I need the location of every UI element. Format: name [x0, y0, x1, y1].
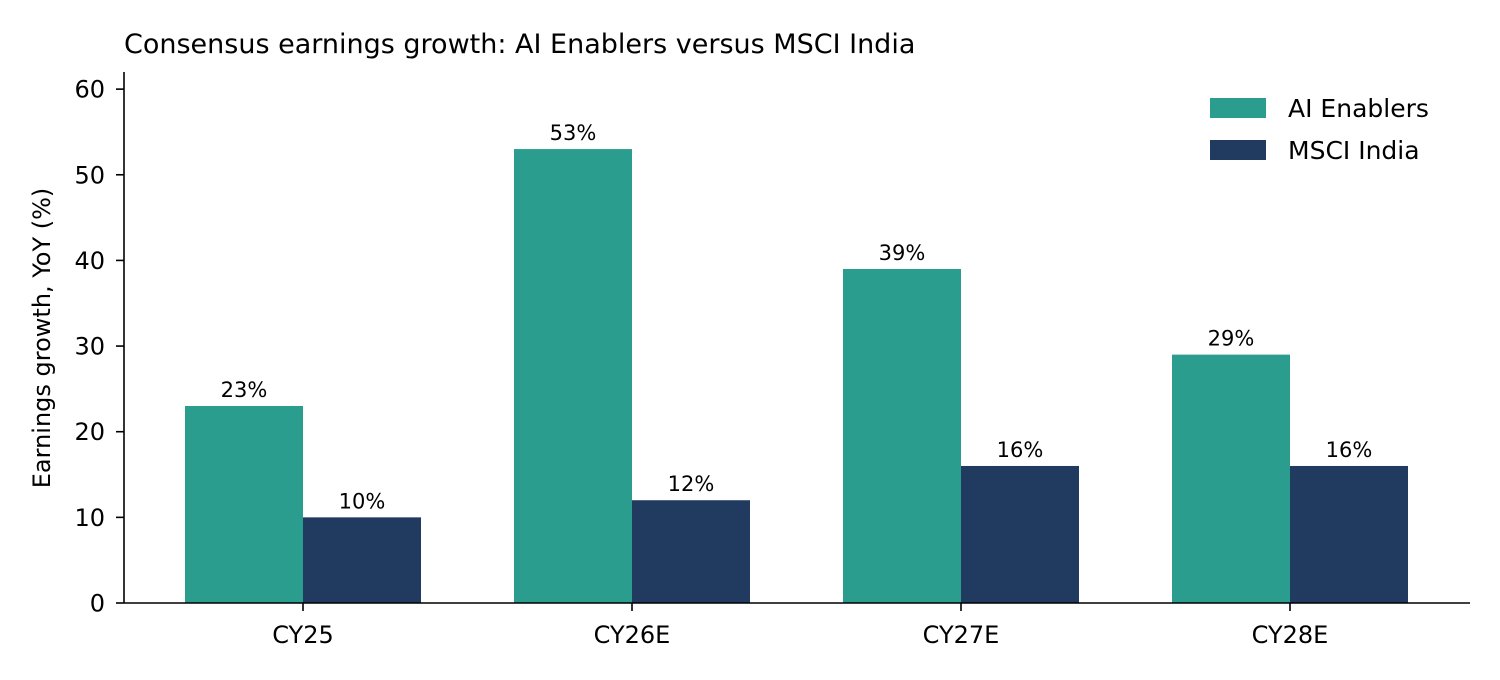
data-label: 12% — [668, 472, 715, 496]
bar-msci-india-cy27e — [961, 465, 1079, 603]
bar-ai-enablers-cy25 — [185, 406, 303, 603]
bar-msci-india-cy28e — [1290, 465, 1408, 603]
data-label: 39% — [879, 241, 926, 265]
data-label: 23% — [221, 378, 268, 402]
y-tick-label: 0 — [90, 590, 105, 618]
x-tick-label: CY26E — [594, 621, 671, 649]
y-tick-label: 30 — [74, 333, 105, 361]
legend-label: AI Enablers — [1288, 94, 1429, 123]
data-label: 53% — [550, 121, 597, 145]
data-label: 10% — [339, 489, 386, 513]
bars-layer — [185, 149, 1408, 604]
legend: AI Enablers MSCI India — [1210, 94, 1429, 165]
legend-swatch-ai-enablers — [1210, 98, 1266, 118]
bar-msci-india-cy26e — [632, 500, 750, 603]
x-tick-label: CY27E — [923, 621, 1000, 649]
legend-swatch-msci-india — [1210, 140, 1266, 160]
bar-ai-enablers-cy28e — [1172, 354, 1290, 603]
data-label: 16% — [1326, 438, 1373, 462]
y-tick-label: 10 — [74, 504, 105, 532]
y-tick-label: 20 — [74, 418, 105, 446]
y-axis-label: Earnings growth, YoY (%) — [28, 188, 56, 489]
legend-label: MSCI India — [1288, 136, 1420, 165]
data-label: 16% — [997, 438, 1044, 462]
data-label: 29% — [1208, 327, 1255, 351]
x-tick-label: CY28E — [1252, 621, 1329, 649]
data-labels-layer: 23% 53% 39% 29% 10% 12% 16% 16% — [221, 121, 1373, 513]
y-tick-label: 40 — [74, 247, 105, 275]
x-tick-label: CY25 — [272, 621, 334, 649]
bar-ai-enablers-cy27e — [843, 268, 961, 603]
y-tick-label: 50 — [74, 161, 105, 189]
axes-layer: 0 10 20 30 40 50 60 CY25 CY26E CY27E CY28E — [74, 72, 1470, 649]
chart-title: Consensus earnings growth: AI Enablers v… — [124, 29, 915, 60]
bar-msci-india-cy25 — [303, 517, 421, 603]
bar-ai-enablers-cy26e — [514, 149, 632, 604]
y-tick-label: 60 — [74, 76, 105, 104]
